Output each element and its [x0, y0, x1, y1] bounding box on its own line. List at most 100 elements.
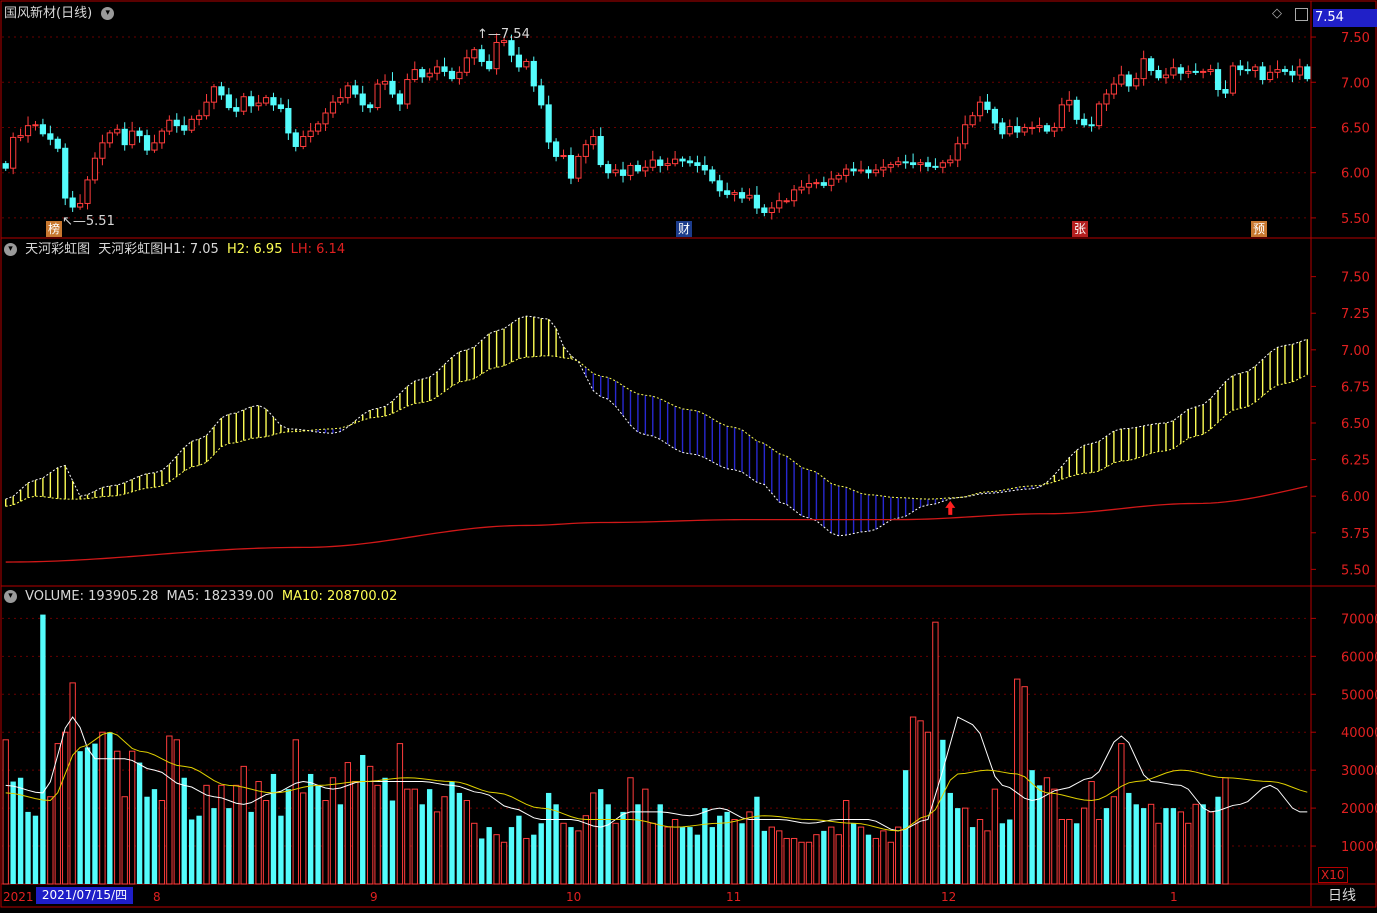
volume-bar [203, 784, 210, 885]
volume-tick-label-6: 10000 [1341, 840, 1377, 855]
candle-body [248, 96, 255, 107]
x10-label: X10 [1318, 867, 1348, 883]
candle-body [671, 158, 679, 165]
candle-body [129, 130, 136, 146]
candle-body [344, 85, 351, 99]
candle-body [2, 163, 9, 169]
candle-body [984, 101, 991, 110]
candle-body [605, 164, 612, 174]
candle-body [694, 162, 701, 166]
volume-bar [821, 830, 827, 884]
candle-body [1073, 99, 1080, 120]
candle-body [1200, 70, 1207, 73]
volume-bar [1007, 819, 1013, 884]
candle-body [1177, 67, 1184, 74]
volume-bar [976, 818, 984, 885]
month-label-11: 11 [726, 890, 742, 904]
candle-body [91, 157, 99, 181]
month-label-10: 10 [566, 890, 582, 904]
chevron-down-icon[interactable]: ▾ [4, 590, 17, 603]
candle-body [478, 49, 485, 62]
period-label[interactable]: 日线 [1328, 888, 1356, 904]
volume-bar [1215, 796, 1221, 884]
candle-body [738, 192, 746, 199]
volume-bar [92, 743, 98, 884]
volume-bar [463, 800, 471, 885]
volume-bar [671, 818, 679, 885]
marker-yu[interactable]: 预 [1251, 221, 1267, 237]
candle-body [939, 162, 946, 168]
candle-body [322, 112, 329, 125]
volume-bar [307, 773, 314, 884]
volume-bar [1066, 818, 1073, 885]
volume-bar [746, 811, 753, 885]
candle-body [1304, 66, 1311, 80]
volume-bar [1043, 777, 1051, 885]
volume-bar [329, 777, 337, 885]
volume-tick-label-1: 60000 [1341, 650, 1377, 665]
volume-bar [1036, 785, 1043, 884]
marker-cai[interactable]: 财 [676, 221, 692, 237]
candle-body [1095, 103, 1103, 127]
volume-bar [1133, 804, 1139, 884]
volume-bar [909, 716, 917, 885]
volume-bar [657, 804, 663, 884]
volume-bar [828, 826, 835, 885]
chevron-down-icon[interactable]: ▾ [101, 7, 115, 20]
volume-bar [590, 792, 597, 885]
candle-body [404, 79, 411, 105]
candle-body [902, 161, 909, 164]
candle-body [805, 183, 813, 188]
price-tick-label-0: 7.50 [1341, 31, 1370, 46]
candle-body [1207, 69, 1214, 72]
candle-body [649, 159, 656, 168]
candle-body [1296, 66, 1303, 76]
candle-body [560, 155, 567, 158]
volume-bar [433, 811, 441, 885]
volume-bar [322, 800, 329, 885]
volume-bar [10, 781, 16, 884]
diamond-icon[interactable]: ◇ [1272, 6, 1282, 21]
candle-body [627, 164, 634, 176]
volume-bar [1222, 777, 1229, 885]
volume-bar [1051, 788, 1058, 885]
candle-body [158, 130, 166, 144]
marker-zhang[interactable]: 张 [1072, 221, 1088, 237]
high-price: 7.54 [500, 27, 530, 42]
candle-body [1147, 58, 1155, 72]
candle-body [32, 124, 39, 127]
marker-bang[interactable]: 榜 [46, 221, 62, 237]
volume-bar [248, 811, 254, 884]
candle-body [233, 107, 240, 112]
candle-body [1192, 70, 1199, 73]
h1-value: H1: 7.05 [163, 242, 219, 257]
rainbow-indicator-header: ▾ 天河彩虹图 天河彩虹图H1: 7.05 H2: 6.95 LH: 6.14 [4, 242, 345, 258]
candle-body [262, 97, 270, 104]
candle-body [530, 60, 537, 87]
candle-body [1043, 125, 1051, 132]
month-label-1: 1 [1170, 890, 1178, 904]
window-toggle-icon[interactable] [1295, 8, 1308, 21]
volume-bar [865, 834, 872, 884]
candle-body [76, 202, 84, 208]
volume-bar [917, 720, 924, 885]
volume-bar [278, 815, 284, 884]
volume-bar [1088, 781, 1095, 885]
volume-bar [694, 834, 701, 884]
chevron-down-icon[interactable]: ▾ [4, 243, 17, 256]
volume-bar [382, 777, 388, 884]
volume-bar [947, 792, 953, 884]
volume-bar [538, 823, 544, 884]
candle-body [1133, 78, 1140, 87]
candle-body [1252, 66, 1259, 72]
rainbow-tick-label-8: 5.50 [1341, 563, 1370, 578]
volume-bar [813, 834, 820, 885]
candle-body [969, 115, 976, 126]
volume-bar [25, 811, 31, 884]
volume-bar [218, 784, 225, 885]
volume-bar [1192, 803, 1199, 885]
volume-bar [389, 800, 396, 884]
volume-bar [211, 808, 217, 884]
volume-bar [1207, 811, 1214, 885]
candle-body [210, 86, 218, 103]
